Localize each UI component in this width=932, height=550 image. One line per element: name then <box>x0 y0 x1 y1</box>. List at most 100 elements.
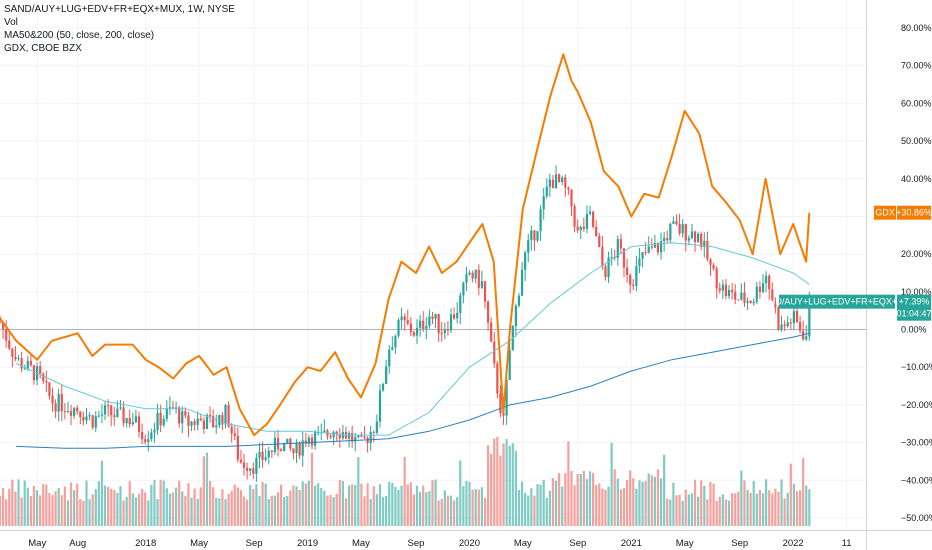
candle-body <box>394 335 397 348</box>
candle-body <box>462 282 465 296</box>
candle-body <box>202 420 205 429</box>
volume-bar <box>635 488 638 526</box>
volume-bar <box>298 489 301 526</box>
candle-body <box>536 231 539 241</box>
candle-body <box>718 288 721 291</box>
volume-bar <box>802 458 805 526</box>
volume-bar <box>561 486 564 526</box>
volume-bar <box>789 463 792 526</box>
volume-bar <box>718 496 721 526</box>
volume-bar <box>230 490 233 526</box>
candle-body <box>499 393 502 414</box>
legend-main-symbol[interactable]: SAND/AUY+LUG+EDV+FR+EQX+MUX, 1W, NYSE <box>4 4 235 15</box>
volume-bar <box>684 489 687 526</box>
candle-body <box>468 272 471 275</box>
volume-bar <box>808 489 811 526</box>
volume-bar <box>499 455 502 526</box>
candle-body <box>715 268 718 289</box>
volume-bar <box>465 480 468 526</box>
volume-bar <box>255 484 258 526</box>
volume-bar <box>601 488 604 526</box>
time-tick-label: 2018 <box>135 538 156 549</box>
volume-bar <box>125 496 128 526</box>
volume-bar <box>709 482 712 526</box>
candle-body <box>530 230 533 241</box>
candle-body <box>1 322 5 330</box>
candle-body <box>554 174 558 189</box>
candle-body <box>221 414 224 425</box>
candle-body <box>357 435 360 438</box>
volume-bar <box>0 495 2 526</box>
volume-bar <box>372 486 375 526</box>
volume-bar <box>462 486 465 526</box>
volume-bar <box>5 499 8 526</box>
volume-bar <box>267 498 270 526</box>
volume-bar <box>258 495 261 526</box>
candle-body <box>533 230 536 241</box>
price-tick-label: 20.00% <box>901 249 932 259</box>
legend-moving-averages[interactable]: MA50&200 (50, close, 200, close) <box>4 30 155 41</box>
candle-body <box>227 405 230 427</box>
candle-body <box>82 417 85 421</box>
volume-bar <box>375 494 378 526</box>
volume-bar <box>690 493 694 526</box>
legend-compare-gdx[interactable]: GDX, CBOE BZX <box>4 43 82 54</box>
candle-body <box>372 431 375 433</box>
volume-bar <box>524 492 527 526</box>
volume-bar <box>502 443 505 526</box>
volume-bar <box>212 487 215 526</box>
volume-bar <box>221 489 224 526</box>
volume-bar <box>740 470 743 526</box>
volume-bar <box>227 493 230 526</box>
volume-bar <box>798 490 802 526</box>
volume-bar <box>412 494 416 526</box>
candle-body <box>258 451 261 458</box>
gdx-name-tag-label: GDX <box>875 208 895 218</box>
candle-body <box>740 292 743 300</box>
candle-body <box>604 266 607 278</box>
candle-body <box>564 177 567 188</box>
candle-body <box>134 416 138 423</box>
volume-bar <box>610 442 613 526</box>
candle-body <box>425 325 428 329</box>
volume-bar <box>270 495 273 526</box>
candle-body <box>369 431 372 443</box>
volume-bar <box>422 485 425 526</box>
candle-body <box>366 437 369 443</box>
volume-bar <box>582 471 585 526</box>
volume-bar <box>14 491 17 526</box>
candle-body <box>332 431 335 438</box>
volume-bar <box>317 483 320 526</box>
volume-bar <box>236 487 239 526</box>
legend-volume[interactable]: Vol <box>4 17 18 28</box>
candle-body <box>301 440 304 456</box>
volume-bar <box>712 483 715 526</box>
volume-bar <box>252 488 255 526</box>
candle-body <box>666 238 669 241</box>
volume-bar <box>486 445 490 526</box>
volume-bar <box>545 497 548 526</box>
candle-body <box>156 412 159 430</box>
candle-body <box>783 324 786 327</box>
volume-bar <box>307 480 311 526</box>
volume-bar <box>795 491 799 526</box>
time-tick-label: May <box>190 538 208 549</box>
candle-body <box>632 284 635 286</box>
volume-bar <box>205 452 209 526</box>
volume-bar <box>162 480 165 526</box>
candle-body <box>261 451 264 461</box>
candle-body <box>26 360 29 369</box>
candle-body <box>434 314 437 319</box>
volume-bar <box>57 488 60 526</box>
candle-body <box>780 324 783 330</box>
candle-body <box>193 421 196 425</box>
candle-body <box>598 236 601 247</box>
candle-body <box>758 286 762 292</box>
candle-body <box>700 233 703 248</box>
volume-bar <box>625 480 629 526</box>
candle-body <box>174 407 178 409</box>
candle-body <box>493 341 496 364</box>
volume-bar <box>140 488 144 526</box>
candle-body <box>85 416 88 421</box>
